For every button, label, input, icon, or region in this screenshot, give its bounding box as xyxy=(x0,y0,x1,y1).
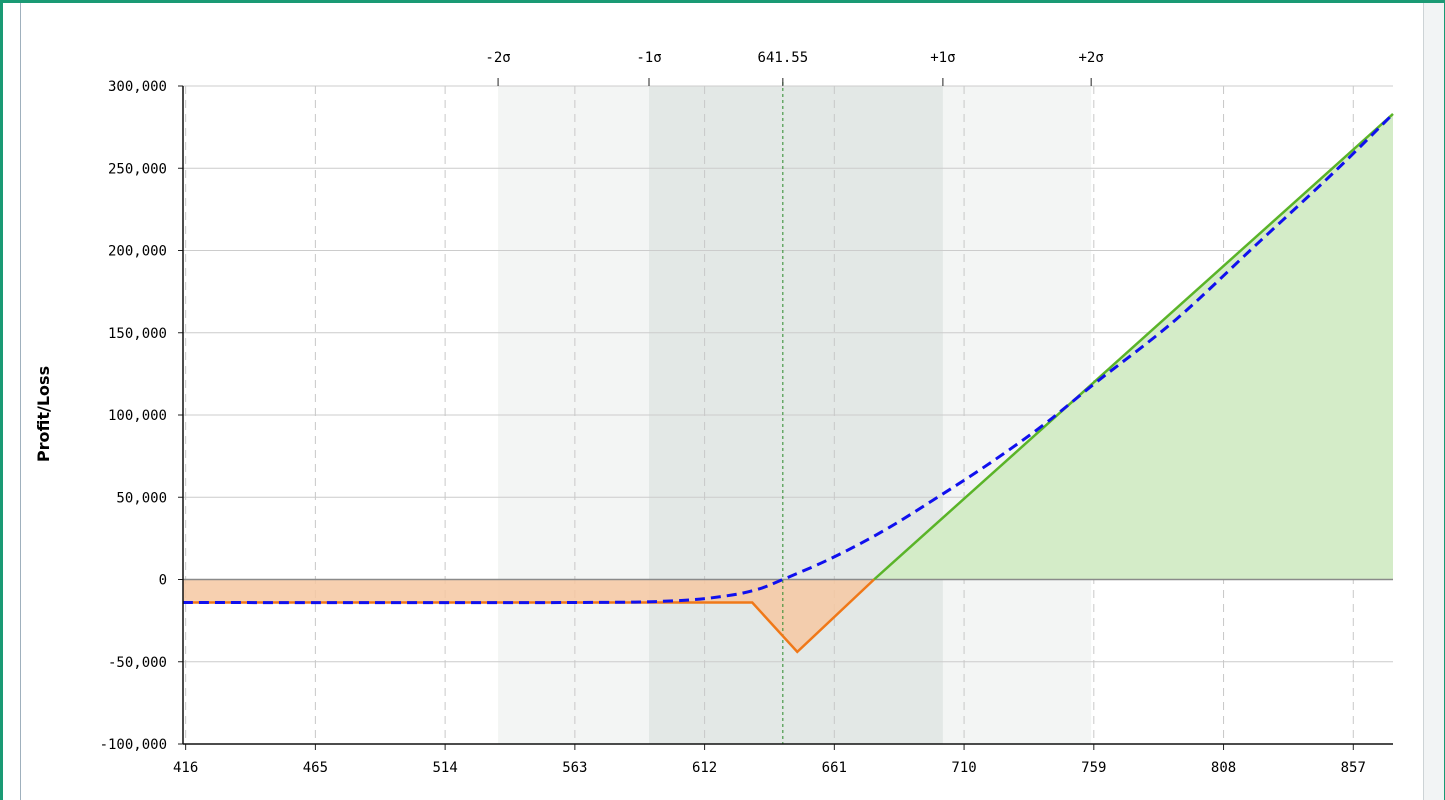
top-tick-label: 641.55 xyxy=(758,50,809,66)
y-tick-label: -100,000 xyxy=(100,737,167,753)
y-tick-label: -50,000 xyxy=(108,655,167,671)
y-axis-title: Profit/Loss xyxy=(34,366,53,462)
expiration-line-profit xyxy=(873,113,1394,581)
x-tick-label: 808 xyxy=(1211,760,1236,776)
y-tick-label: 0 xyxy=(159,573,167,589)
expiration-line-loss xyxy=(183,578,875,654)
top-tick-label: +1σ xyxy=(930,50,955,66)
y-tick-label: 150,000 xyxy=(108,326,167,342)
x-tick-label: 514 xyxy=(432,760,457,776)
top-tick-label: -2σ xyxy=(485,50,510,66)
top-tick-label: -1σ xyxy=(636,50,661,66)
x-tick-label: 465 xyxy=(303,760,328,776)
x-tick-label: 857 xyxy=(1341,760,1366,776)
x-tick-label: 661 xyxy=(822,760,847,776)
x-tick-label: 563 xyxy=(562,760,587,776)
left-divider xyxy=(20,3,21,800)
y-tick-label: 250,000 xyxy=(108,161,167,177)
top-tick-label: +2σ xyxy=(1079,50,1104,66)
y-tick-label: 50,000 xyxy=(116,490,167,506)
y-tick-label: 100,000 xyxy=(108,408,167,424)
scrollbar-strip[interactable] xyxy=(1423,3,1444,800)
y-tick-label: 300,000 xyxy=(108,79,167,95)
x-tick-label: 710 xyxy=(951,760,976,776)
x-tick-label: 759 xyxy=(1081,760,1106,776)
x-tick-label: 612 xyxy=(692,760,717,776)
today-line xyxy=(182,112,1395,605)
y-tick-label: 200,000 xyxy=(108,244,167,260)
x-tick-label: 416 xyxy=(173,760,198,776)
